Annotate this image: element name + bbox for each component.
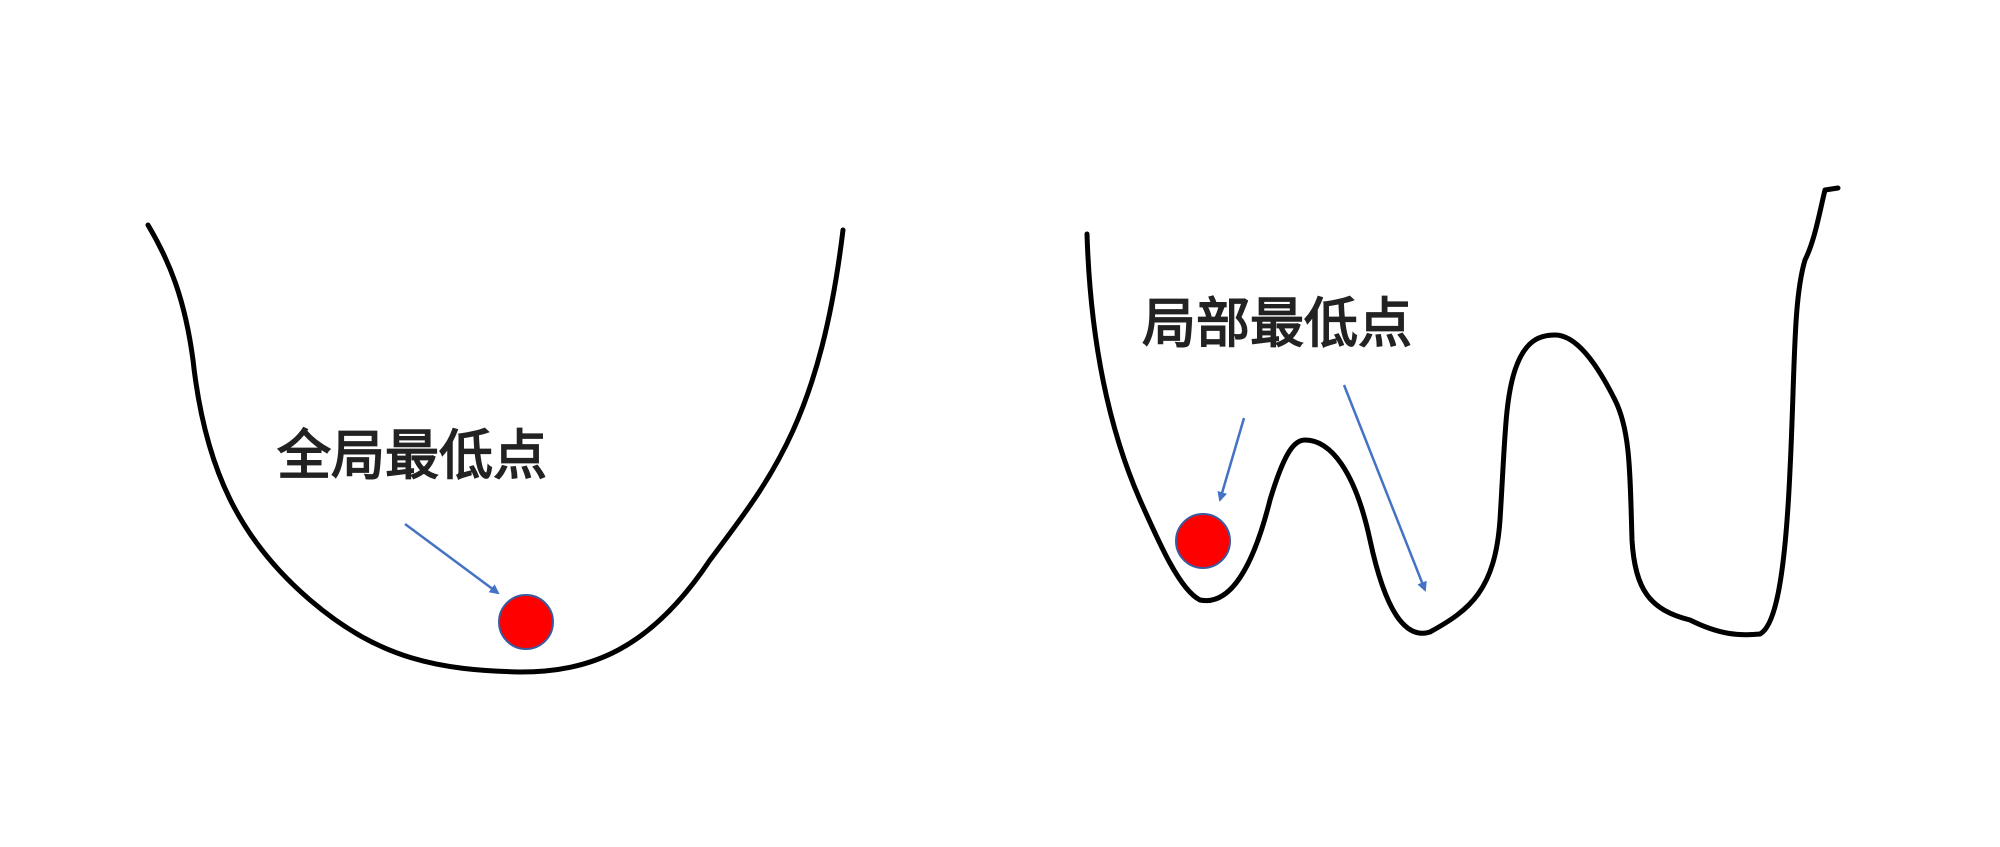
local-min-label: 局部最低点 (1142, 292, 1412, 355)
local-min-ball (1175, 513, 1231, 569)
right-panel: 局部最低点 (1084, 185, 1841, 638)
global-min-arrow (404, 522, 500, 595)
single-basin-curve (145, 222, 846, 675)
global-min-ball (498, 594, 554, 650)
multi-valley-curve (1084, 185, 1841, 638)
local-min-arrow-right (1342, 384, 1427, 592)
local-min-arrow-left (1217, 417, 1246, 502)
left-panel: 全局最低点 (145, 222, 846, 675)
global-min-label: 全局最低点 (276, 424, 547, 487)
